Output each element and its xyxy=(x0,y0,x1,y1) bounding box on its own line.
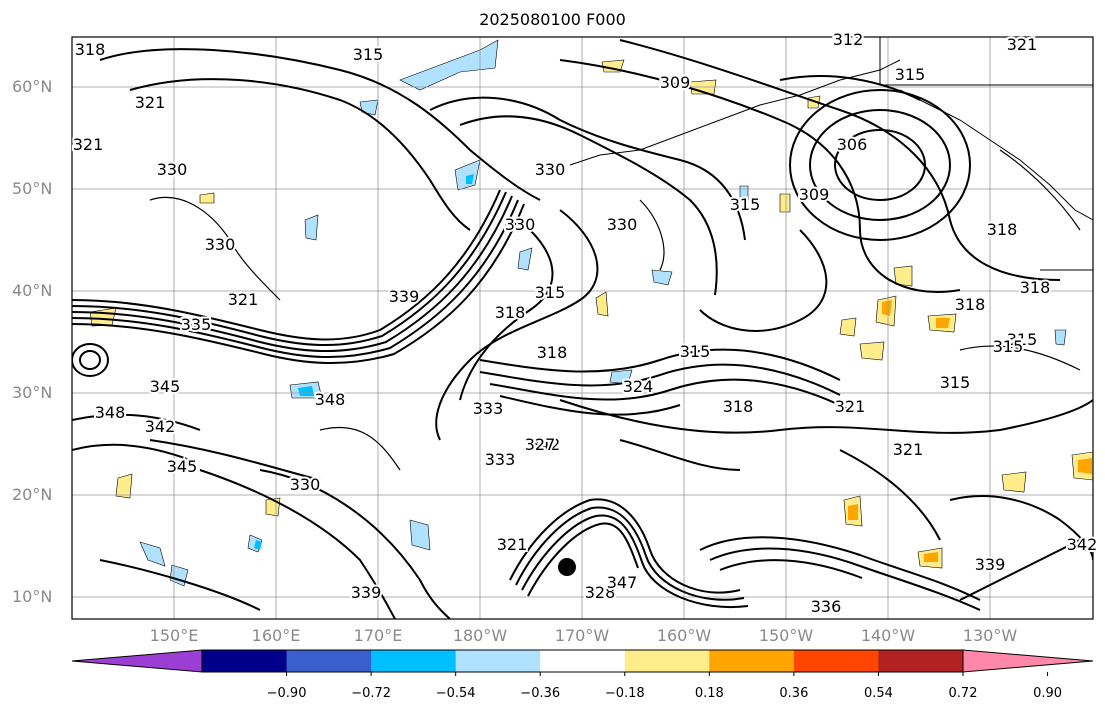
colorbar-segment xyxy=(878,650,964,672)
contour-label: 333 xyxy=(473,399,504,418)
contour-label: 339 xyxy=(389,287,420,306)
contour-label: 315 xyxy=(940,373,971,392)
contour-label: 315 xyxy=(993,337,1024,356)
negative-shading xyxy=(139,39,1067,587)
contour-label: 348 xyxy=(95,403,126,422)
colorbar-segment xyxy=(371,650,457,672)
contour-label: 318 xyxy=(537,343,568,362)
colorbar-segment xyxy=(793,650,879,672)
contour-label: 315 xyxy=(730,195,761,214)
contour-label: 306 xyxy=(837,135,868,154)
contour-label: 321 xyxy=(497,535,528,554)
contour-label: 315 xyxy=(353,45,384,64)
colorbar-extend-low xyxy=(71,649,203,673)
contour-label: 342 xyxy=(530,435,561,454)
contour-label: 342 xyxy=(1067,535,1098,554)
lon-label: 140°W xyxy=(860,626,916,645)
colorbar-tick-label: 0.36 xyxy=(779,686,809,701)
contour-label: 309 xyxy=(660,73,691,92)
contour-label: 333 xyxy=(485,450,516,469)
lon-label: 170°W xyxy=(554,626,610,645)
contour-label: 347 xyxy=(607,573,638,592)
colorbar-segment xyxy=(709,650,795,672)
colorbar-tick-label: −0.54 xyxy=(435,686,476,701)
colorbar-segment xyxy=(286,650,372,672)
lat-label: 50°N xyxy=(12,179,53,198)
contour-lines xyxy=(72,39,1093,619)
colorbar-tick-label: −0.90 xyxy=(266,686,307,701)
colorbar-tick-label: −0.36 xyxy=(520,686,561,701)
contour-label: 330 xyxy=(290,475,321,494)
map-title: 2025080100 F000 xyxy=(479,10,626,29)
lat-label: 60°N xyxy=(12,77,53,96)
contour-label: 339 xyxy=(975,555,1006,574)
contour-label: 348 xyxy=(315,390,346,409)
colorbar-frame xyxy=(201,649,964,673)
lon-label: 130°W xyxy=(962,626,1018,645)
contour-label: 330 xyxy=(607,215,638,234)
contour-label: 315 xyxy=(535,283,566,302)
contour-label: 336 xyxy=(811,597,842,616)
contour-label: 321 xyxy=(73,135,104,154)
colorbar-segment xyxy=(455,650,541,672)
contour-label: 315 xyxy=(680,342,711,361)
lon-label: 160°W xyxy=(656,626,712,645)
contour-label: 345 xyxy=(167,457,198,476)
contour-label: 312 xyxy=(833,30,864,49)
lon-label: 150°E xyxy=(149,626,199,645)
lon-label: 160°E xyxy=(251,626,301,645)
contour-label: 318 xyxy=(495,303,526,322)
contour-label: 318 xyxy=(75,40,106,59)
typhoon-marker xyxy=(558,558,576,576)
contour-label: 318 xyxy=(955,295,986,314)
contour-label: 330 xyxy=(535,160,566,179)
coastline xyxy=(569,37,1093,271)
colorbar-tick-label: −0.18 xyxy=(604,686,645,701)
map-frame xyxy=(71,36,1094,620)
colorbar-tick-label: 0.72 xyxy=(948,686,978,701)
contour-label: 315 xyxy=(895,65,926,84)
contour-label: 342 xyxy=(145,417,176,436)
thin-contours xyxy=(149,149,1081,471)
contour-label: 321 xyxy=(835,397,866,416)
contour-label: 335 xyxy=(181,315,212,334)
contour-label: 321 xyxy=(1007,35,1038,54)
colorbar-extend-high xyxy=(962,649,1094,673)
contour-label: 327 xyxy=(525,435,556,454)
colorbar xyxy=(71,649,1094,676)
colorbar-tick-label: −0.72 xyxy=(351,686,392,701)
lat-label: 40°N xyxy=(12,281,53,300)
contour-label: 321 xyxy=(135,93,166,112)
contour-label: 330 xyxy=(205,235,236,254)
contour-label: 324 xyxy=(623,377,654,396)
lon-label: 150°W xyxy=(758,626,814,645)
contour-label: 330 xyxy=(157,160,188,179)
lon-label: 180°W xyxy=(452,626,508,645)
colorbar-tick-label: 0.90 xyxy=(1033,686,1063,701)
contour-label: 328 xyxy=(585,583,616,602)
contour-label: 318 xyxy=(987,220,1018,239)
contour-label: 339 xyxy=(351,583,382,602)
colorbar-tick-label: 0.54 xyxy=(863,686,893,701)
lon-label: 170°E xyxy=(353,626,403,645)
lat-label: 10°N xyxy=(12,587,53,606)
contour-label: 309 xyxy=(799,185,830,204)
lat-label: 30°N xyxy=(12,383,53,402)
lat-label: 20°N xyxy=(12,485,53,504)
colorbar-segment xyxy=(540,650,626,672)
contour-label: 345 xyxy=(150,377,181,396)
contour-label: 318 xyxy=(1020,278,1051,297)
contour-label: 315 xyxy=(1007,330,1038,349)
colorbar-segment xyxy=(202,650,288,672)
deep-blue-shading xyxy=(254,174,474,550)
contour-label: 321 xyxy=(228,290,259,309)
colorbar-segment xyxy=(624,650,710,672)
orange-shading xyxy=(848,300,1092,562)
contour-label: 330 xyxy=(505,215,536,234)
colorbar-tick-label: 0.18 xyxy=(694,686,724,701)
contour-label: 321 xyxy=(893,440,924,459)
contour-label: 318 xyxy=(723,397,754,416)
